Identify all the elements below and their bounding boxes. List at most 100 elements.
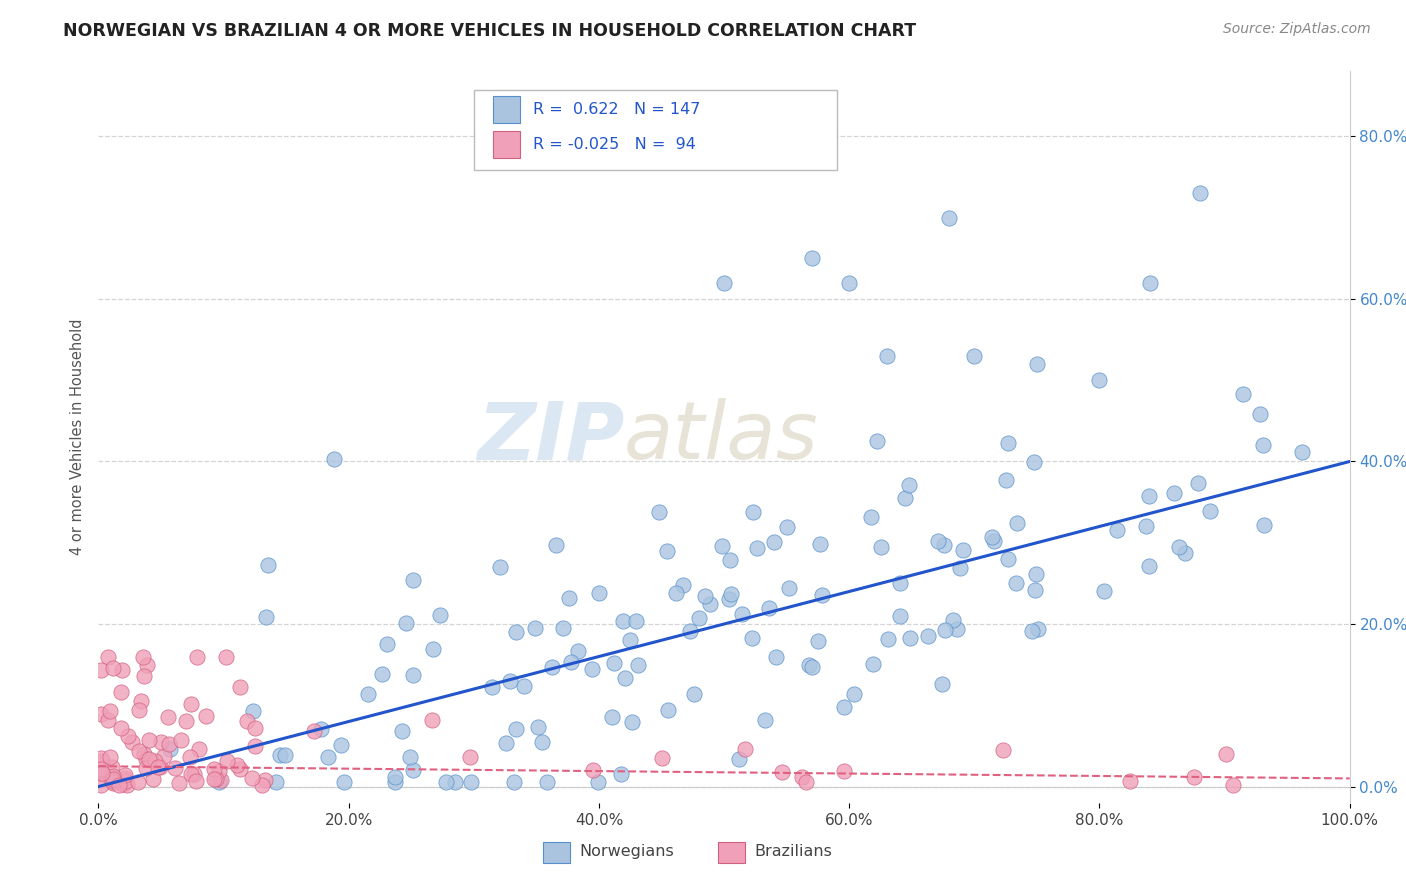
Point	[762, 535, 785, 549]
Point	[567, 644, 589, 658]
Point	[588, 586, 610, 600]
Point	[627, 657, 650, 672]
Point	[844, 687, 866, 701]
Point	[1249, 407, 1271, 421]
Point	[179, 749, 201, 764]
Point	[657, 543, 679, 558]
Text: Norwegians: Norwegians	[579, 845, 673, 859]
Point	[1253, 517, 1275, 532]
Point	[236, 714, 259, 728]
Point	[946, 622, 969, 636]
Point	[184, 774, 207, 789]
Point	[758, 600, 780, 615]
Point	[273, 747, 295, 762]
Point	[132, 669, 155, 683]
Point	[401, 763, 423, 777]
Point	[540, 659, 562, 673]
Point	[1022, 455, 1045, 469]
Point	[647, 505, 669, 519]
Point	[586, 775, 609, 789]
Point	[624, 614, 647, 628]
Point	[1174, 546, 1197, 560]
Point	[138, 732, 160, 747]
Point	[384, 775, 406, 789]
Point	[728, 752, 751, 766]
Point	[135, 761, 157, 775]
Point	[612, 614, 634, 628]
Point	[100, 760, 122, 774]
Point	[90, 707, 112, 722]
Point	[91, 766, 114, 780]
Point	[1222, 778, 1244, 792]
Point	[135, 657, 157, 672]
Point	[794, 775, 817, 789]
Point	[399, 750, 422, 764]
Point	[672, 578, 695, 592]
Point	[997, 436, 1019, 450]
Point	[745, 541, 768, 556]
Point	[204, 772, 226, 787]
Point	[1105, 523, 1128, 537]
Point	[742, 505, 765, 519]
Point	[481, 680, 503, 694]
Point	[103, 769, 125, 783]
Point	[619, 632, 641, 647]
Point	[582, 763, 605, 777]
Point	[1092, 584, 1115, 599]
Point	[110, 685, 132, 699]
Point	[240, 771, 263, 785]
Point	[264, 775, 287, 789]
Point	[1139, 276, 1161, 290]
Point	[734, 742, 756, 756]
Point	[808, 537, 831, 551]
Point	[811, 588, 834, 602]
Point	[114, 771, 136, 785]
Point	[90, 778, 112, 792]
Point	[1119, 773, 1142, 788]
Point	[1025, 566, 1047, 581]
Point	[114, 768, 136, 782]
Point	[384, 770, 406, 784]
Point	[717, 592, 740, 607]
Point	[112, 777, 135, 791]
FancyBboxPatch shape	[492, 131, 520, 158]
Point	[834, 764, 856, 778]
Point	[917, 628, 939, 642]
Point	[257, 558, 280, 573]
Point	[800, 252, 823, 266]
Point	[96, 649, 118, 664]
Text: R =  0.622   N = 147: R = 0.622 N = 147	[533, 102, 700, 117]
Point	[135, 752, 157, 766]
Point	[309, 723, 332, 737]
Point	[770, 764, 793, 779]
Point	[994, 473, 1017, 487]
Point	[489, 560, 512, 574]
Point	[153, 749, 176, 764]
Point	[1232, 387, 1254, 401]
Point	[157, 709, 180, 723]
Point	[391, 724, 413, 739]
Point	[90, 754, 112, 768]
Point	[495, 736, 517, 750]
Point	[142, 772, 165, 786]
Point	[610, 767, 633, 781]
Point	[621, 714, 644, 729]
Point	[679, 624, 702, 638]
Point	[100, 774, 122, 789]
Text: R = -0.025   N =  94: R = -0.025 N = 94	[533, 137, 696, 152]
Point	[832, 699, 855, 714]
Point	[157, 737, 180, 751]
Point	[103, 776, 125, 790]
Point	[531, 735, 554, 749]
Point	[997, 552, 1019, 566]
Point	[1188, 186, 1211, 201]
FancyBboxPatch shape	[474, 90, 837, 170]
Point	[524, 621, 547, 635]
Point	[1004, 575, 1026, 590]
Point	[202, 772, 225, 786]
Point	[97, 713, 120, 727]
Point	[1291, 445, 1313, 459]
Point	[304, 724, 326, 739]
Point	[512, 679, 534, 693]
Point	[167, 776, 190, 790]
